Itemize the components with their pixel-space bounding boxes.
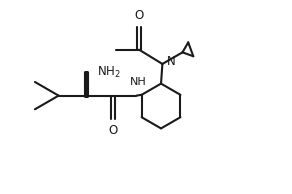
Text: O: O [135, 10, 144, 23]
Text: NH: NH [130, 77, 147, 87]
Text: O: O [109, 124, 118, 137]
Text: NH$_2$: NH$_2$ [97, 65, 121, 80]
Text: N: N [167, 55, 176, 68]
